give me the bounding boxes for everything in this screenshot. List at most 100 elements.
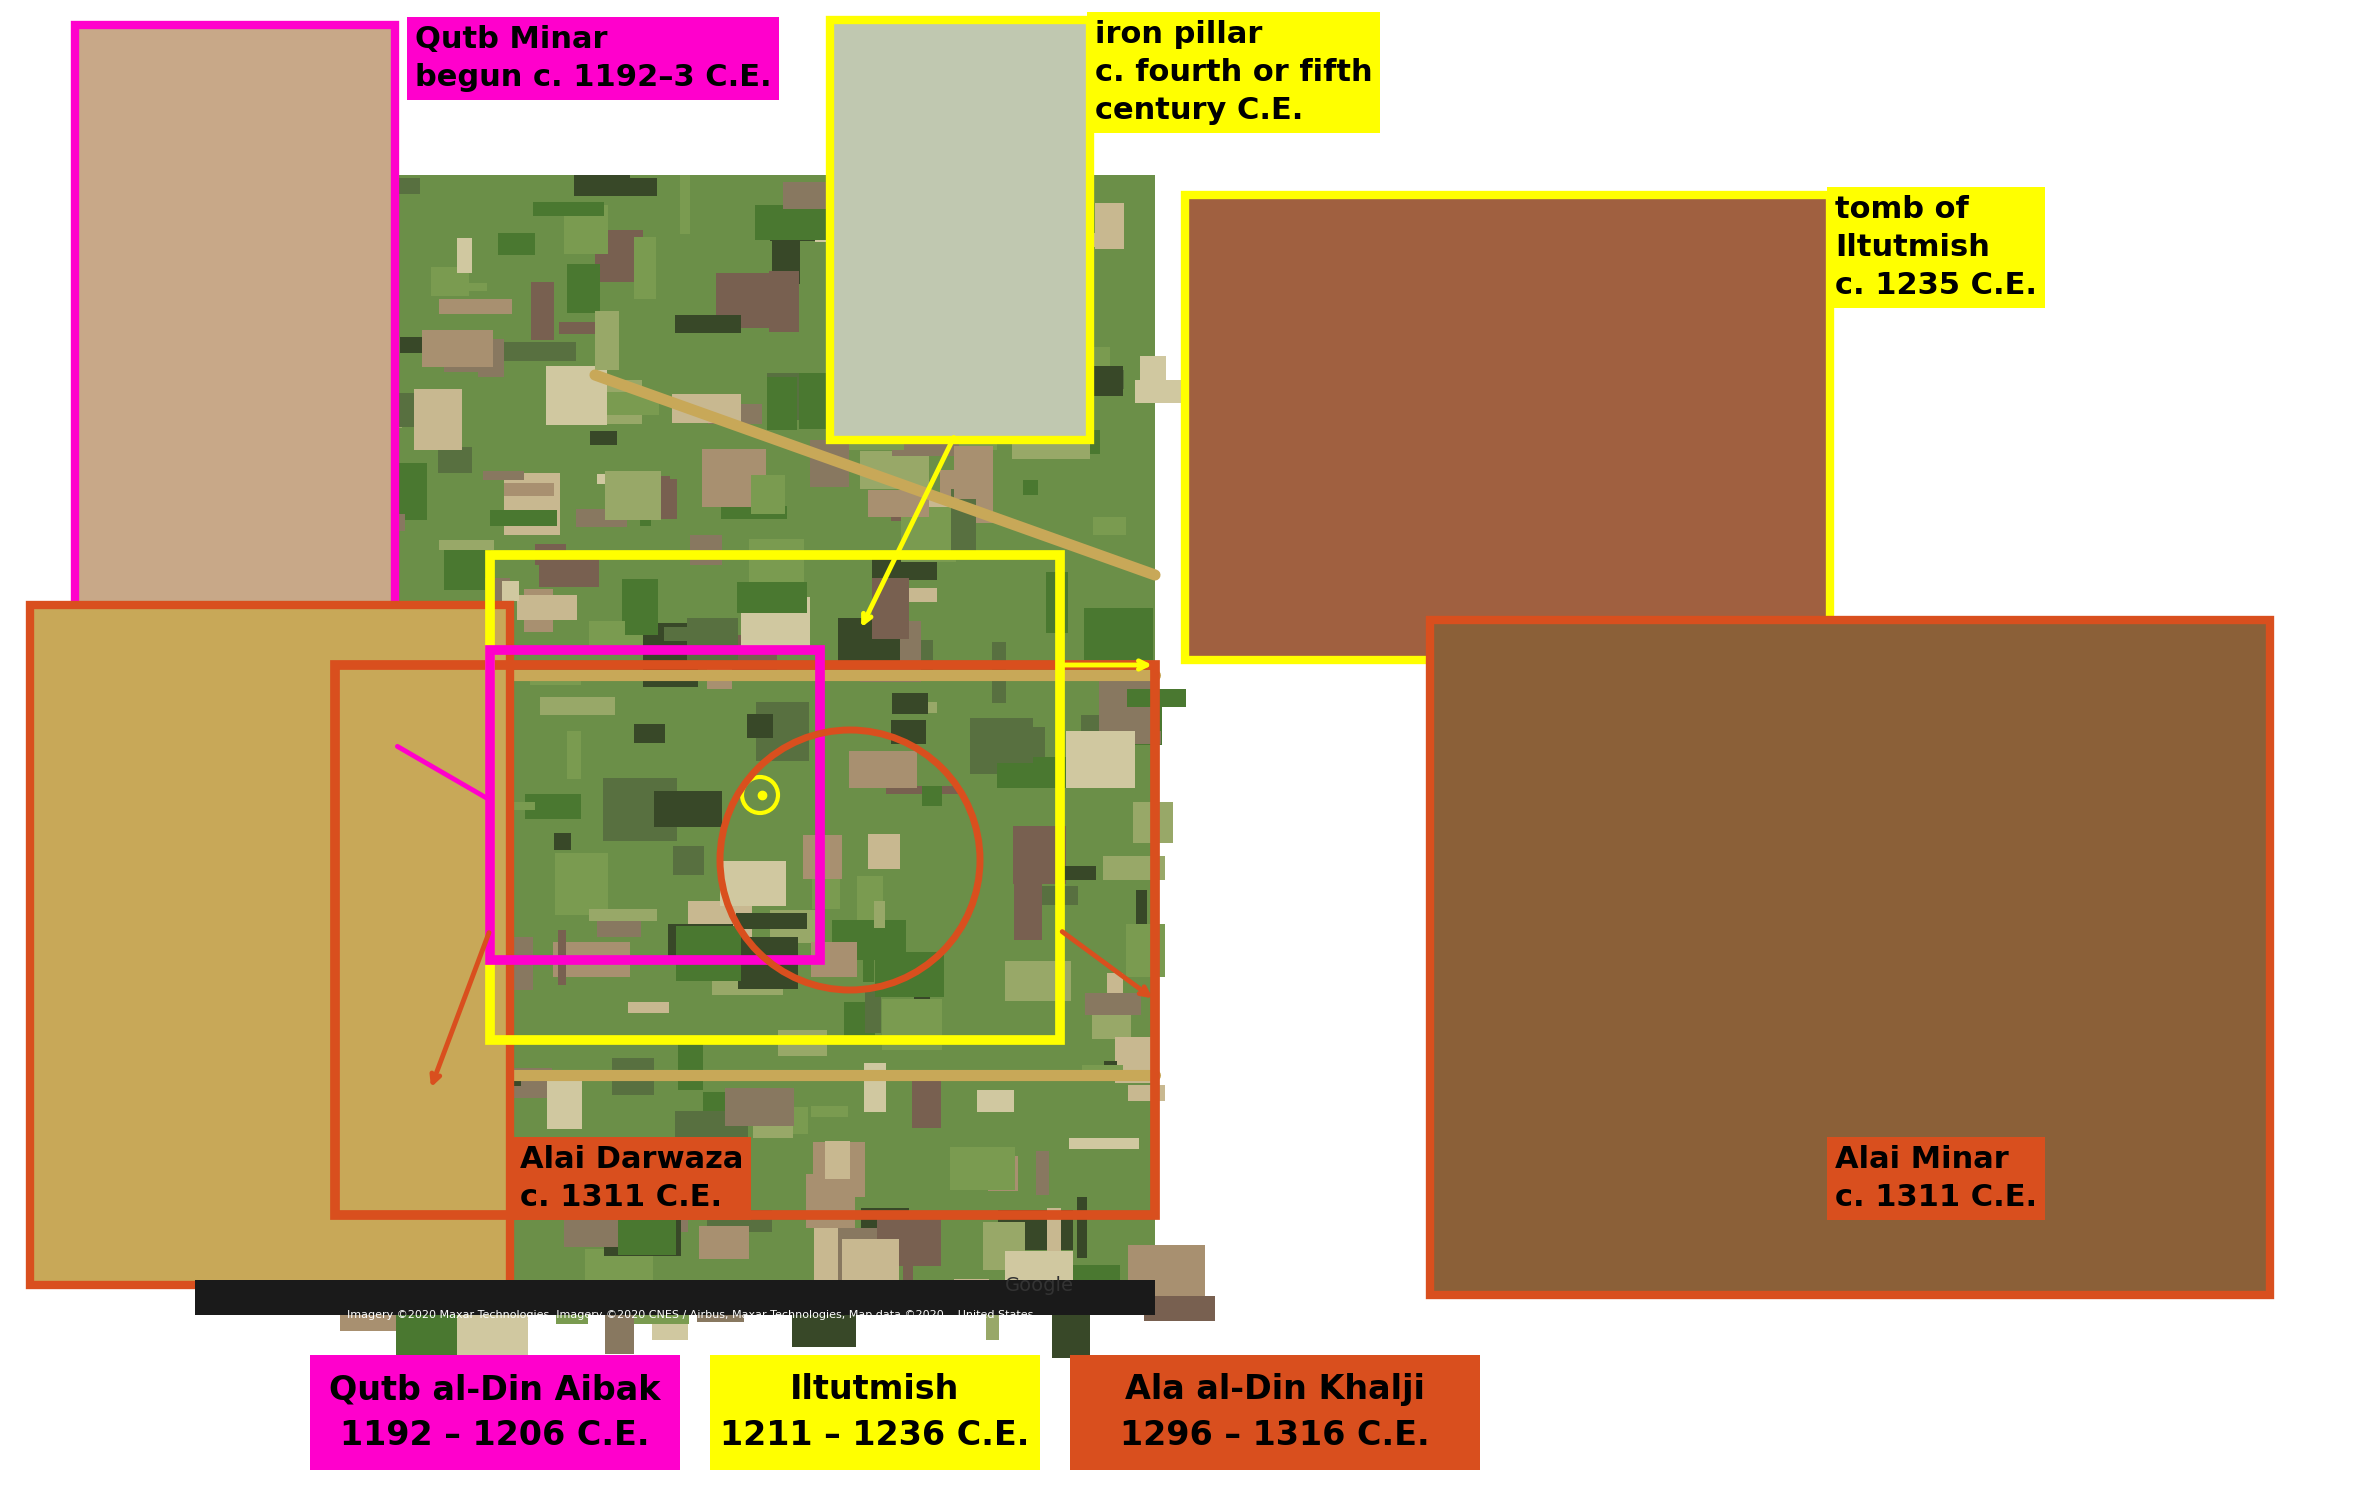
Bar [654, 790, 722, 826]
Bar [1081, 1065, 1124, 1082]
Bar [597, 474, 609, 484]
Bar [675, 1112, 748, 1155]
Bar [1065, 730, 1136, 788]
Bar [607, 789, 652, 813]
Bar [812, 1142, 864, 1197]
Bar [687, 618, 739, 666]
Bar [295, 654, 368, 690]
Bar [503, 483, 555, 496]
Bar [996, 326, 1008, 380]
Bar [1431, 620, 2269, 1294]
Bar [937, 394, 996, 450]
Bar [1098, 681, 1155, 740]
Bar [871, 552, 937, 579]
Bar [642, 626, 699, 687]
Bar [262, 248, 300, 258]
Bar [701, 448, 765, 507]
Text: Imagery ©2020 Maxar Technologies, Imagery ©2020 CNES / Airbus, Maxar Technologie: Imagery ©2020 Maxar Technologies, Imager… [347, 1310, 1034, 1320]
Bar [458, 238, 472, 273]
Bar [949, 1146, 1015, 1190]
Bar [623, 579, 659, 634]
Bar [534, 543, 567, 566]
Bar [354, 462, 427, 520]
Bar [619, 177, 656, 195]
Bar [321, 748, 342, 795]
Bar [1140, 356, 1166, 382]
Bar [423, 770, 467, 807]
Bar [784, 182, 848, 209]
Bar [300, 390, 312, 430]
Bar [595, 312, 619, 370]
Text: Ala al-Din Khalji
1296 – 1316 C.E.: Ala al-Din Khalji 1296 – 1316 C.E. [1119, 1372, 1431, 1452]
Bar [881, 210, 902, 258]
Bar [949, 474, 977, 483]
Bar [76, 26, 394, 870]
Bar [361, 927, 387, 963]
Bar [246, 1208, 302, 1246]
Bar [859, 452, 928, 489]
Bar [198, 766, 243, 801]
Bar [347, 591, 382, 651]
Bar [774, 1107, 807, 1134]
Bar [364, 810, 394, 820]
Bar [767, 374, 812, 420]
Bar [885, 786, 961, 794]
Bar [224, 363, 243, 423]
Bar [699, 1226, 748, 1258]
Bar [746, 714, 774, 738]
Bar [465, 801, 534, 810]
Bar [1060, 346, 1110, 381]
Bar [654, 476, 671, 516]
Bar [892, 398, 959, 456]
Bar [637, 1191, 689, 1231]
Bar [902, 507, 956, 562]
Text: Iltutmish
1211 – 1236 C.E.: Iltutmish 1211 – 1236 C.E. [720, 1372, 1029, 1452]
Bar [663, 627, 706, 642]
Bar [208, 678, 257, 714]
Bar [1013, 444, 1091, 459]
Bar [1022, 480, 1039, 495]
Bar [798, 374, 838, 429]
Bar [423, 330, 493, 368]
Bar [281, 566, 345, 576]
Bar [439, 447, 472, 472]
Bar [347, 516, 380, 543]
Bar [1013, 884, 1041, 940]
Bar [238, 1281, 262, 1306]
Bar [576, 509, 628, 526]
Bar [1093, 518, 1126, 536]
Bar [756, 206, 831, 240]
Bar [505, 472, 560, 536]
Bar [1036, 1150, 1048, 1196]
Bar [397, 514, 406, 531]
Bar [704, 1092, 770, 1122]
Bar [408, 915, 451, 974]
Bar [531, 282, 555, 340]
Bar [1020, 240, 1065, 286]
Bar [574, 176, 630, 196]
Bar [892, 693, 928, 714]
Bar [753, 1098, 793, 1137]
Bar [517, 596, 576, 619]
Bar [1129, 1245, 1206, 1308]
Bar [1105, 1060, 1117, 1080]
Bar [826, 1142, 850, 1179]
Bar [588, 621, 626, 652]
Bar [253, 1092, 297, 1113]
Bar [333, 236, 354, 291]
Bar [803, 834, 843, 879]
Bar [479, 651, 491, 699]
Bar [357, 393, 420, 427]
Bar [982, 1221, 1025, 1270]
Bar [850, 752, 918, 788]
Bar [770, 217, 836, 242]
Bar [666, 1178, 706, 1186]
Bar [833, 920, 907, 960]
Bar [253, 400, 288, 408]
Bar [578, 380, 642, 424]
Bar [668, 924, 732, 960]
Bar [999, 1210, 1072, 1251]
Bar [479, 706, 498, 766]
Bar [793, 1287, 857, 1347]
Bar [1185, 195, 1830, 660]
